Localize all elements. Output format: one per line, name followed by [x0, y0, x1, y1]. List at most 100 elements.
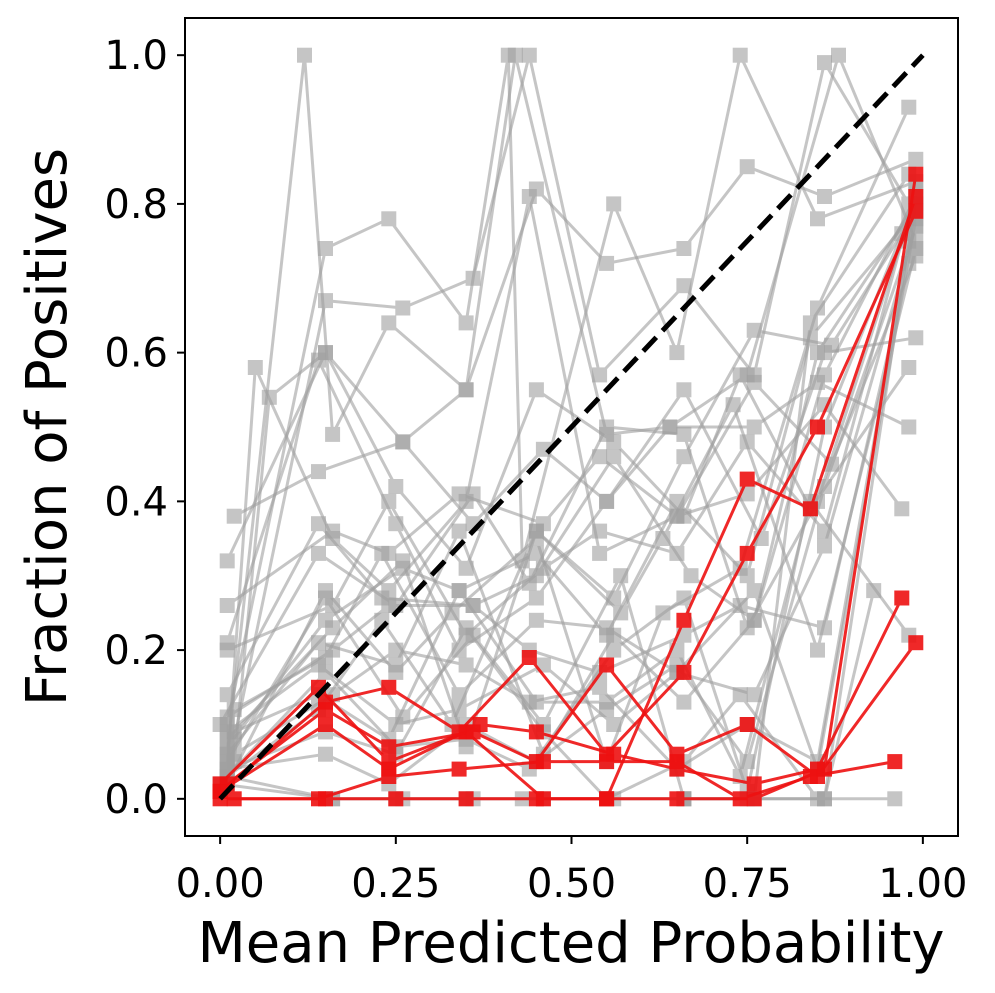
data-point [732, 791, 748, 807]
data-point [311, 464, 326, 480]
data-point [599, 657, 615, 673]
series-line [233, 203, 918, 771]
data-point [451, 687, 467, 703]
x-tick-label: 0.75 [703, 861, 792, 907]
x-tick-label: 1.00 [878, 861, 967, 907]
data-point [465, 486, 481, 502]
data-point [318, 345, 333, 361]
data-point [458, 382, 474, 398]
y-tick-label: 0.8 [104, 182, 168, 228]
data-point [613, 605, 629, 621]
data-point [458, 315, 474, 331]
data-point [599, 754, 615, 770]
data-point [669, 754, 685, 770]
data-point [219, 642, 235, 658]
data-point [901, 99, 917, 115]
data-point [535, 754, 551, 770]
data-point [528, 694, 544, 710]
data-point [599, 493, 615, 509]
data-point [908, 166, 924, 182]
series-model-g21 [219, 241, 924, 755]
data-point [887, 791, 903, 807]
y-axis: 0.0 0.2 0.4 0.6 0.8 1.0 [104, 33, 185, 823]
series-line [233, 499, 911, 778]
data-point [219, 746, 235, 762]
data-point [226, 508, 242, 524]
series-line [219, 597, 904, 793]
data-point [374, 545, 390, 561]
x-axis: 0.00 0.25 0.50 0.75 1.00 [176, 836, 967, 907]
data-point [810, 211, 825, 227]
data-point [908, 203, 924, 219]
data-point [212, 717, 228, 732]
data-point [655, 531, 671, 546]
data-point [521, 47, 537, 63]
data-point [535, 791, 551, 807]
data-point [894, 590, 910, 606]
data-point [318, 650, 333, 665]
data-point [381, 769, 397, 784]
data-point [739, 471, 755, 487]
data-point [381, 211, 397, 227]
data-point [606, 196, 622, 212]
data-point [669, 545, 685, 561]
data-point [219, 598, 235, 613]
data-point [676, 612, 692, 628]
data-point [810, 642, 825, 658]
data-point [676, 426, 692, 442]
data-point [669, 791, 685, 807]
data-point [802, 769, 818, 784]
data-point [219, 687, 235, 703]
data-point [592, 679, 608, 695]
series-line [225, 351, 911, 570]
data-point [395, 553, 411, 569]
data-point [817, 189, 832, 204]
data-point [311, 791, 326, 807]
data-point [739, 717, 755, 732]
data-point [599, 791, 615, 807]
y-tick-label: 0.0 [104, 777, 168, 823]
data-point [739, 545, 755, 561]
data-point [613, 568, 629, 584]
series-line [226, 210, 917, 748]
y-axis-title: Fraction of Positives [15, 148, 80, 706]
data-point [318, 717, 333, 732]
data-point [381, 739, 397, 755]
data-point [599, 419, 615, 435]
data-point [676, 382, 692, 398]
data-point [655, 605, 671, 621]
data-point [318, 583, 333, 599]
x-tick-label: 0.00 [176, 861, 265, 907]
series-line [220, 760, 896, 801]
data-point [451, 486, 467, 502]
data-point [247, 360, 263, 375]
data-point [528, 612, 544, 628]
series-model-r06 [212, 754, 903, 807]
x-tick-label: 0.50 [527, 861, 616, 907]
data-point [810, 345, 825, 361]
data-point [465, 724, 481, 740]
data-point [444, 605, 460, 621]
data-point [219, 553, 235, 569]
data-point [746, 612, 762, 628]
series-line [225, 106, 911, 785]
data-point [528, 724, 544, 740]
data-point [817, 538, 832, 554]
data-point [746, 322, 762, 338]
data-point [599, 255, 615, 271]
data-point [732, 367, 748, 383]
data-point [810, 419, 825, 435]
data-point [507, 47, 523, 63]
data-point [297, 47, 312, 63]
series-line [226, 248, 918, 749]
y-tick-label: 0.4 [104, 479, 168, 525]
data-point [592, 523, 608, 539]
series-line [226, 641, 918, 786]
data-point [908, 330, 924, 346]
series-line [226, 225, 918, 786]
data-point [676, 278, 692, 294]
data-point [395, 300, 411, 316]
data-point [746, 776, 762, 792]
data-point [521, 575, 537, 591]
data-point [381, 679, 397, 695]
